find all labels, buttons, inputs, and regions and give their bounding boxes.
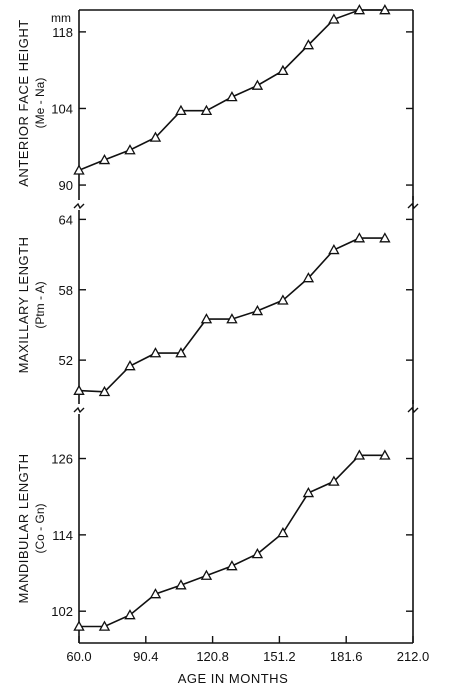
y-tick-label: 114	[52, 528, 73, 543]
data-point	[328, 13, 340, 24]
x-tick-label: 60.0	[66, 649, 91, 664]
data-point	[200, 104, 213, 115]
axis-break-mark	[407, 406, 419, 414]
y-axis-sublabel: (Me - Na)	[33, 78, 47, 129]
axis-break-mark	[73, 406, 85, 414]
data-point	[277, 64, 289, 76]
data-point	[379, 449, 391, 460]
x-tick-label: 120.8	[196, 649, 229, 664]
data-point	[200, 569, 213, 580]
y-axis-label: ANTERIOR FACE HEIGHT	[16, 19, 31, 186]
data-point	[149, 131, 162, 142]
data-point	[328, 243, 340, 255]
data-point	[226, 313, 238, 324]
chart-frame	[73, 9, 419, 643]
x-axis: 60.0 90.4 120.8 151.2 181.6 212.0	[66, 636, 429, 664]
data-point	[73, 164, 85, 175]
data-point	[226, 560, 238, 571]
y-axis-sublabel: (Ptm - A)	[33, 281, 47, 328]
y-tick-label: 64	[59, 212, 73, 227]
data-point	[73, 620, 85, 631]
data-point	[251, 548, 264, 559]
data-point	[353, 232, 366, 243]
series-line-mandibular-length	[79, 454, 385, 628]
data-point	[124, 360, 136, 371]
data-point	[353, 449, 366, 460]
y-unit-label: mm	[51, 11, 71, 25]
axis-break-mark	[73, 202, 85, 210]
panel-mandibular-length: 102 114 126 MANDIBULAR LENGTH (Co - Gn)	[16, 414, 413, 643]
data-point	[175, 104, 187, 115]
data-point	[302, 486, 315, 498]
y-tick-label: 58	[59, 283, 73, 298]
data-point	[226, 91, 238, 102]
x-tick-label: 90.4	[133, 649, 158, 664]
data-point	[379, 232, 391, 243]
data-point	[302, 39, 315, 50]
data-point	[149, 588, 162, 599]
data-point	[277, 294, 289, 305]
data-point	[251, 79, 264, 90]
y-tick-label: 118	[52, 25, 73, 40]
x-axis-label: AGE IN MONTHS	[178, 671, 289, 686]
data-point	[277, 527, 289, 538]
data-point	[353, 4, 366, 15]
data-point	[175, 579, 187, 590]
data-point	[98, 153, 111, 165]
x-tick-label: 181.6	[330, 649, 363, 664]
y-tick-label: 126	[51, 452, 73, 467]
y-axis-label: MANDIBULAR LENGTH	[16, 453, 31, 603]
data-point	[302, 272, 315, 283]
data-point	[124, 144, 136, 155]
data-point	[149, 347, 162, 358]
data-point	[98, 385, 111, 397]
y-axis-sublabel: (Co - Gn)	[33, 503, 47, 553]
data-point	[175, 347, 187, 358]
y-tick-label: 104	[51, 101, 73, 116]
data-point	[328, 475, 340, 486]
data-point	[251, 304, 264, 316]
panel-maxillary-length: 52 58 64 MAXILLARY LENGTH (Ptm - A)	[16, 210, 413, 400]
data-point	[200, 313, 213, 324]
y-tick-label: 90	[59, 178, 73, 193]
x-tick-label: 151.2	[263, 649, 296, 664]
data-point	[73, 384, 85, 395]
axis-break-mark	[407, 202, 419, 210]
data-point	[124, 609, 136, 620]
y-tick-label: 102	[51, 604, 73, 619]
y-axis-label: MAXILLARY LENGTH	[16, 237, 31, 374]
series-line-anterior-face-height	[78, 9, 385, 172]
x-tick-label: 212.0	[397, 649, 430, 664]
data-point	[379, 4, 391, 15]
y-tick-label: 52	[59, 353, 73, 368]
data-point	[98, 620, 111, 631]
